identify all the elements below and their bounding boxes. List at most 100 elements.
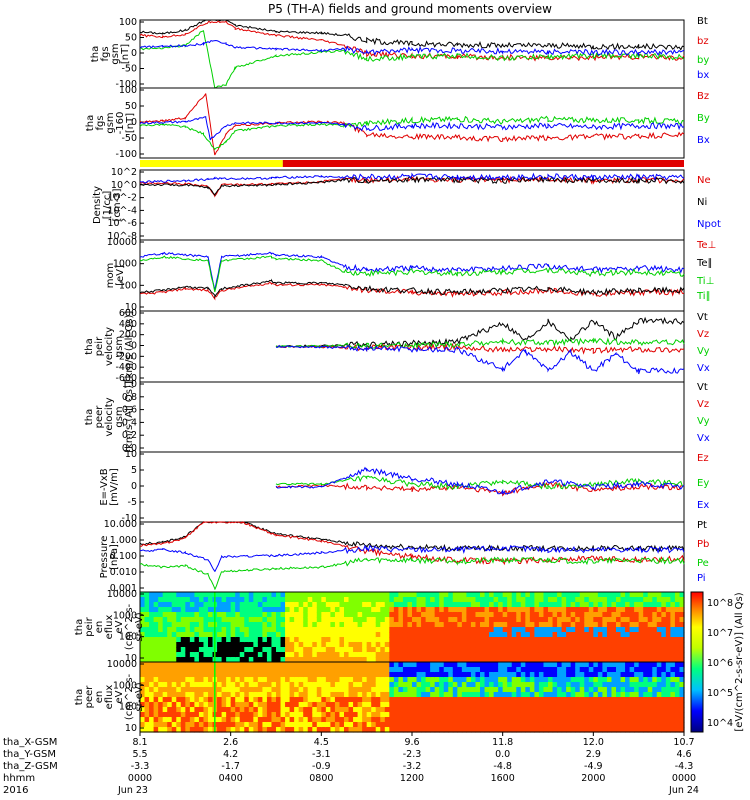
heatmap-cell xyxy=(543,622,549,628)
heatmap-cell xyxy=(643,687,649,693)
heatmap-cell xyxy=(266,617,273,623)
heatmap-cell xyxy=(339,662,345,668)
heatmap-cell xyxy=(652,592,658,598)
xtick-x: 8.1 xyxy=(132,737,147,748)
heatmap-cell xyxy=(629,717,635,723)
heatmap-cell xyxy=(525,672,531,678)
heatmap-cell xyxy=(239,712,245,718)
heatmap-cell xyxy=(516,682,522,688)
heatmap-cell xyxy=(670,632,676,638)
heatmap-cell xyxy=(276,657,282,663)
heatmap-cell xyxy=(484,727,490,733)
heatmap-cell xyxy=(189,642,195,648)
heatmap-cell xyxy=(189,692,195,698)
heatmap-cell xyxy=(629,727,635,733)
heatmap-cell xyxy=(593,622,599,628)
heatmap-cell xyxy=(221,717,227,723)
heatmap-cell xyxy=(611,677,617,683)
heatmap-cell xyxy=(389,712,395,718)
heatmap-cell xyxy=(502,707,508,713)
legend-Pt: Pt xyxy=(697,520,707,531)
heatmap-cell xyxy=(665,717,671,723)
heatmap-cell xyxy=(575,687,581,693)
heatmap-cell xyxy=(634,707,640,713)
heatmap-cell xyxy=(638,667,644,673)
heatmap-cell xyxy=(402,712,409,718)
heatmap-cell xyxy=(380,637,386,643)
heatmap-cell xyxy=(470,677,477,683)
heatmap-cell xyxy=(366,617,372,623)
heatmap-cell xyxy=(661,677,667,683)
heatmap-cell xyxy=(248,597,254,603)
heatmap-cell xyxy=(656,677,662,683)
heatmap-cell xyxy=(312,662,318,668)
heatmap-cell xyxy=(647,702,653,708)
heatmap-cell xyxy=(511,672,517,678)
heatmap-cell xyxy=(380,677,386,683)
heatmap-cell xyxy=(434,602,440,608)
heatmap-cell xyxy=(276,707,282,713)
heatmap-cell xyxy=(339,682,345,688)
heatmap-cell xyxy=(380,627,386,633)
heatmap-cell xyxy=(443,632,449,638)
heatmap-cell xyxy=(634,632,640,638)
heatmap-cell xyxy=(239,707,245,713)
heatmap-cell xyxy=(253,707,259,713)
heatmap-cell xyxy=(407,627,413,633)
heatmap-cell xyxy=(638,672,644,678)
heatmap-cell xyxy=(570,637,576,643)
heatmap-cell xyxy=(430,612,436,618)
heatmap-cell xyxy=(421,677,427,683)
heatmap-cell xyxy=(489,622,495,628)
heatmap-cell xyxy=(620,712,626,718)
heatmap-cell xyxy=(611,657,617,663)
heatmap-cell xyxy=(235,692,241,698)
heatmap-cell xyxy=(239,672,245,678)
heatmap-cell xyxy=(538,632,545,638)
heatmap-cell xyxy=(262,647,268,653)
heatmap-cell xyxy=(480,677,486,683)
heatmap-cell xyxy=(176,637,182,643)
heatmap-cell xyxy=(158,657,164,663)
heatmap-cell xyxy=(452,597,458,603)
heatmap-cell xyxy=(670,662,676,668)
heatmap-cell xyxy=(588,667,594,673)
heatmap-cell xyxy=(298,612,304,618)
heatmap-cell xyxy=(511,692,517,698)
heatmap-cell xyxy=(185,607,191,613)
heatmap-cell xyxy=(461,667,467,673)
heatmap-cell xyxy=(325,632,331,638)
heatmap-cell xyxy=(344,652,350,658)
heatmap-cell xyxy=(285,722,291,728)
heatmap-cell xyxy=(239,632,245,638)
heatmap-cell xyxy=(230,617,236,623)
heatmap-cell xyxy=(198,647,205,653)
heatmap-cell xyxy=(285,642,291,648)
heatmap-cell xyxy=(375,722,381,728)
heatmap-cell xyxy=(430,692,436,698)
heatmap-cell xyxy=(498,722,504,728)
heatmap-cell xyxy=(257,657,263,663)
heatmap-cell xyxy=(339,637,345,643)
heatmap-cell xyxy=(656,612,662,618)
heatmap-cell xyxy=(520,697,526,703)
heatmap-cell xyxy=(271,692,277,698)
heatmap-cell xyxy=(656,657,662,663)
heatmap-cell xyxy=(208,642,214,648)
heatmap-cell xyxy=(316,697,322,703)
heatmap-cell xyxy=(171,707,177,713)
heatmap-cell xyxy=(466,677,472,683)
heatmap-cell xyxy=(652,607,658,613)
heatmap-cell xyxy=(416,717,422,723)
heatmap-cell xyxy=(180,622,186,628)
heatmap-cell xyxy=(339,612,345,618)
heatmap-cell xyxy=(493,617,499,623)
heatmap-cell xyxy=(670,622,676,628)
heatmap-cell xyxy=(321,677,327,683)
heatmap-cell xyxy=(425,717,431,723)
series-Bz xyxy=(139,93,685,156)
heatmap-cell xyxy=(643,657,649,663)
heatmap-cell xyxy=(656,622,662,628)
heatmap-cell xyxy=(149,677,155,683)
